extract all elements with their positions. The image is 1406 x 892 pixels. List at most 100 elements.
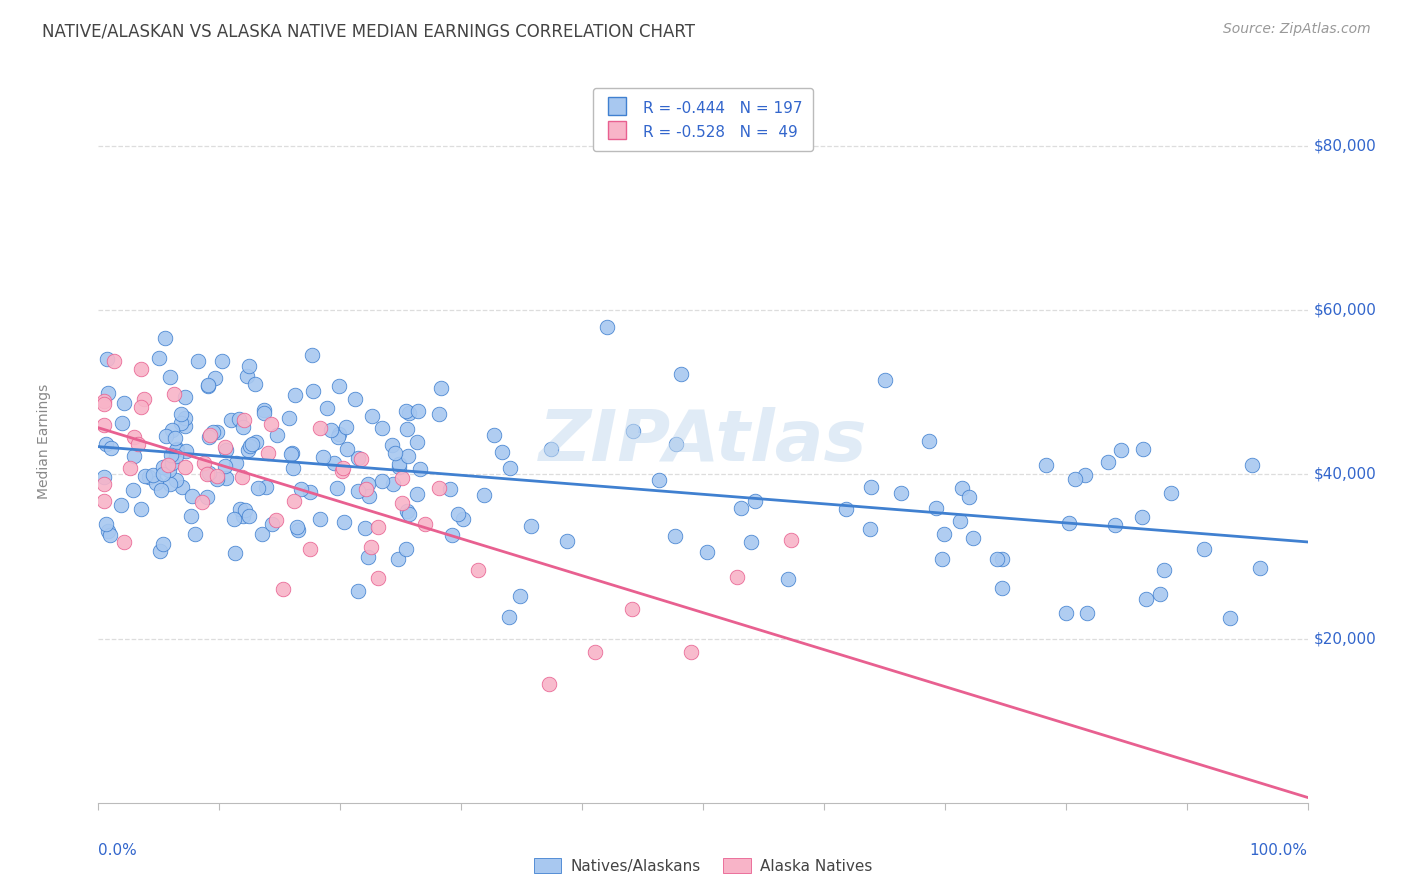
Point bbox=[347, 483, 370, 498]
Point bbox=[406, 434, 429, 449]
Point bbox=[232, 508, 254, 523]
Text: Source: ZipAtlas.com: Source: ZipAtlas.com bbox=[1223, 22, 1371, 37]
Point bbox=[94, 516, 117, 531]
Text: $40,000: $40,000 bbox=[1313, 467, 1376, 482]
Point bbox=[1035, 458, 1057, 473]
Point bbox=[440, 528, 463, 542]
Point bbox=[357, 477, 380, 491]
Point bbox=[990, 551, 1012, 566]
Point bbox=[315, 401, 337, 415]
Point bbox=[357, 550, 380, 565]
Point bbox=[1219, 611, 1241, 625]
Point bbox=[925, 500, 948, 515]
Point bbox=[232, 420, 254, 434]
Point bbox=[467, 564, 489, 578]
Point bbox=[266, 513, 288, 527]
Point bbox=[540, 442, 562, 456]
Point bbox=[301, 348, 323, 362]
Point bbox=[93, 417, 115, 432]
Point bbox=[156, 458, 179, 472]
Point bbox=[990, 582, 1012, 596]
Point bbox=[170, 416, 193, 430]
Point bbox=[285, 520, 308, 534]
Point bbox=[195, 490, 218, 504]
Point bbox=[149, 543, 172, 558]
Point bbox=[696, 545, 718, 559]
Point bbox=[170, 407, 193, 421]
Point bbox=[484, 427, 506, 442]
Point bbox=[127, 436, 149, 450]
Text: 100.0%: 100.0% bbox=[1250, 843, 1308, 857]
Text: $60,000: $60,000 bbox=[1313, 302, 1376, 318]
Point bbox=[229, 501, 252, 516]
Text: ZIPAtlas: ZIPAtlas bbox=[538, 407, 868, 476]
Point bbox=[193, 457, 215, 471]
Point bbox=[205, 472, 228, 486]
Point bbox=[336, 442, 359, 456]
Point bbox=[112, 535, 135, 549]
Point bbox=[1241, 458, 1264, 472]
Point bbox=[949, 514, 972, 528]
Point bbox=[1250, 560, 1272, 574]
Point bbox=[122, 483, 145, 498]
Point bbox=[367, 571, 389, 585]
Point bbox=[233, 412, 256, 426]
Point bbox=[395, 541, 418, 556]
Point bbox=[93, 494, 115, 508]
Point bbox=[225, 456, 247, 470]
Point bbox=[165, 431, 187, 445]
Point bbox=[962, 531, 984, 545]
Point bbox=[583, 645, 606, 659]
Point bbox=[451, 512, 474, 526]
Point bbox=[779, 533, 801, 548]
Point bbox=[131, 501, 153, 516]
Text: $20,000: $20,000 bbox=[1313, 632, 1376, 646]
Point bbox=[281, 460, 304, 475]
Point bbox=[271, 582, 294, 596]
Point bbox=[384, 445, 406, 459]
Point bbox=[228, 412, 250, 426]
Point bbox=[1135, 592, 1157, 607]
Point bbox=[1192, 541, 1215, 556]
Point bbox=[290, 483, 312, 497]
Point bbox=[187, 354, 209, 368]
Point bbox=[236, 443, 259, 458]
Point bbox=[129, 401, 152, 415]
Point bbox=[132, 392, 155, 406]
Point bbox=[387, 552, 409, 566]
Point bbox=[97, 386, 120, 401]
Point bbox=[335, 419, 357, 434]
Point bbox=[298, 542, 321, 557]
Point bbox=[669, 367, 692, 381]
Point bbox=[172, 480, 194, 494]
Point bbox=[166, 442, 188, 457]
Point bbox=[413, 517, 436, 532]
Point bbox=[93, 397, 115, 411]
Text: Median Earnings: Median Earnings bbox=[37, 384, 51, 500]
Point bbox=[103, 354, 125, 368]
Point bbox=[391, 496, 413, 510]
Point bbox=[931, 552, 953, 566]
Point bbox=[859, 522, 882, 536]
Point bbox=[219, 413, 242, 427]
Point bbox=[986, 552, 1008, 566]
Point bbox=[371, 475, 394, 489]
Point bbox=[93, 470, 115, 484]
Point bbox=[180, 489, 202, 503]
Point bbox=[153, 331, 176, 345]
Point bbox=[409, 462, 432, 476]
Point bbox=[97, 524, 120, 538]
Point bbox=[472, 488, 495, 502]
Point bbox=[1064, 472, 1087, 486]
Point bbox=[245, 377, 267, 392]
Point bbox=[245, 434, 267, 449]
Point bbox=[361, 409, 384, 423]
Point bbox=[395, 504, 418, 518]
Point bbox=[343, 392, 366, 406]
Point bbox=[430, 380, 453, 394]
Point bbox=[142, 467, 165, 482]
Point bbox=[207, 469, 229, 483]
Point bbox=[873, 373, 896, 387]
Point bbox=[253, 406, 276, 420]
Point bbox=[427, 481, 450, 495]
